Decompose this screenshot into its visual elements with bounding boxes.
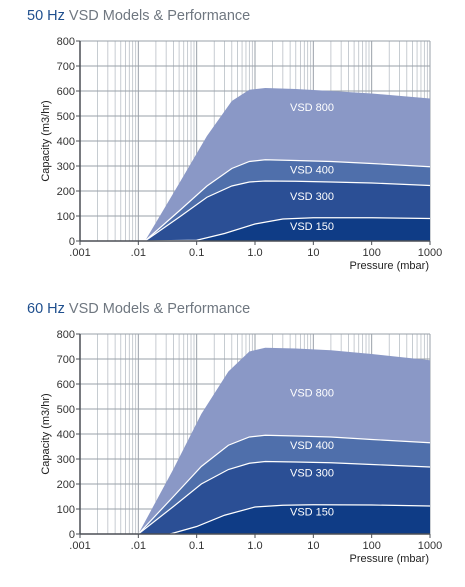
chart-50hz-x-tick-label: 100 — [362, 247, 380, 259]
chart-60hz-y-tick-label: 200 — [57, 479, 75, 491]
chart-60hz-y-tick-label: 0 — [69, 529, 75, 541]
chart-50hz-series-labels: VSD 800 VSD 400 VSD 300 VSD 150 — [290, 102, 334, 233]
chart-50hz-title-hz: 50 Hz — [27, 8, 65, 24]
chart-60hz-x-tick-label: 100 — [362, 540, 380, 552]
chart-50hz-line-vsd-150 — [144, 217, 431, 242]
chart-60hz-series — [137, 347, 431, 535]
chart-50hz-svg: VSD 800 VSD 400 VSD 300 VSD 150 0 100 200 300 40… — [40, 36, 442, 272]
chart-50hz-label-vsd-300: VSD 300 — [290, 191, 334, 203]
chart-50hz-title-rest: VSD Models & Performance — [68, 8, 251, 24]
chart-50hz-x-axis-label: Pressure (mbar) — [350, 260, 429, 272]
chart-50hz-y-tick-label: 400 — [57, 136, 75, 148]
chart-60hz-label-vsd-400: VSD 400 — [290, 440, 334, 452]
chart-50hz-title: 50 Hz VSD Models & Performance — [27, 8, 250, 24]
chart-60hz-y-tick-label: 400 — [57, 429, 75, 441]
chart-50hz-x-tick-label: 0.1 — [189, 247, 204, 259]
chart-50hz-x-tick-label: .001 — [69, 247, 90, 259]
chart-60hz-x-tick-label: .01 — [131, 540, 146, 552]
chart-60hz-line-vsd-300 — [137, 460, 431, 535]
chart-60hz-x-tick-label: 1000 — [418, 540, 442, 552]
chart-50hz-y-tick-label: 300 — [57, 161, 75, 173]
chart-60hz-y-tick-label: 500 — [57, 404, 75, 416]
chart-60hz-label-vsd-800: VSD 800 — [290, 388, 334, 400]
chart-60hz-line-vsd-400 — [137, 434, 431, 535]
chart-50hz-y-tick-label: 200 — [57, 186, 75, 198]
chart-60hz-y-tick-label: 600 — [57, 379, 75, 391]
chart-50hz-label-vsd-400: VSD 400 — [290, 165, 334, 177]
chart-50hz-label-vsd-150: VSD 150 — [290, 221, 334, 233]
chart-50hz-x-tick-label: 10 — [307, 247, 319, 259]
chart-50hz-series — [144, 88, 431, 242]
chart-50hz-line-vsd-300 — [144, 180, 431, 242]
chart-50hz-x-tick-label: .01 — [131, 247, 146, 259]
chart-50hz: VSD 800 VSD 400 VSD 300 VSD 150 0 100 200 300 40… — [0, 0, 465, 293]
chart-60hz-label-vsd-300: VSD 300 — [290, 468, 334, 480]
chart-50hz-y-tick-label: 600 — [57, 86, 75, 98]
chart-60hz-title: 60 Hz VSD Models & Performance — [27, 301, 250, 317]
chart-60hz-y-tick-label: 100 — [57, 504, 75, 516]
chart-60hz-y-axis-label: Capacity (m3/hr) — [40, 393, 52, 474]
chart-60hz-area-vsd-150 — [170, 504, 430, 534]
chart-60hz-title-rest: VSD Models & Performance — [68, 301, 251, 317]
chart-50hz-y-tick-label: 100 — [57, 211, 75, 223]
chart-60hz-y-ticks: 0 100 200 300 400 500 600 700 800 — [57, 329, 80, 541]
chart-60hz-x-axis-label: Pressure (mbar) — [350, 553, 429, 565]
chart-60hz: VSD 800 VSD 400 VSD 300 VSD 150 0 100 200 300 40… — [0, 293, 465, 587]
chart-60hz-svg: VSD 800 VSD 400 VSD 300 VSD 150 0 100 200 300 40… — [40, 329, 442, 565]
chart-60hz-series-labels: VSD 800 VSD 400 VSD 300 VSD 150 — [290, 388, 334, 519]
chart-60hz-title-hz: 60 Hz — [27, 301, 65, 317]
chart-50hz-x-ticks: .001 .01 0.1 1.0 10 100 1000 — [69, 241, 442, 259]
chart-50hz-y-tick-label: 800 — [57, 36, 75, 48]
chart-60hz-label-vsd-150: VSD 150 — [290, 506, 334, 518]
chart-50hz-y-tick-label: 500 — [57, 111, 75, 123]
chart-60hz-x-tick-label: .001 — [69, 540, 90, 552]
chart-60hz-y-tick-label: 700 — [57, 354, 75, 366]
chart-60hz-x-ticks: .001 .01 0.1 1.0 10 100 1000 — [69, 534, 442, 552]
chart-60hz-line-vsd-150 — [169, 504, 431, 535]
chart-50hz-area-vsd-150 — [144, 217, 431, 241]
chart-60hz-y-tick-label: 300 — [57, 454, 75, 466]
chart-50hz-y-tick-label: 700 — [57, 61, 75, 73]
chart-50hz-y-axis-label: Capacity (m3/hr) — [40, 100, 52, 181]
chart-50hz-x-tick-label: 1.0 — [247, 247, 262, 259]
chart-60hz-x-tick-label: 0.1 — [189, 540, 204, 552]
chart-50hz-x-tick-label: 1000 — [418, 247, 442, 259]
chart-60hz-x-tick-label: 10 — [307, 540, 319, 552]
chart-50hz-y-ticks: 0 100 200 300 400 500 600 700 800 — [57, 36, 80, 248]
chart-50hz-label-vsd-800: VSD 800 — [290, 102, 334, 114]
chart-60hz-x-tick-label: 1.0 — [247, 540, 262, 552]
chart-50hz-y-tick-label: 0 — [69, 236, 75, 248]
chart-50hz-line-vsd-400 — [144, 159, 431, 242]
chart-60hz-y-tick-label: 800 — [57, 329, 75, 341]
